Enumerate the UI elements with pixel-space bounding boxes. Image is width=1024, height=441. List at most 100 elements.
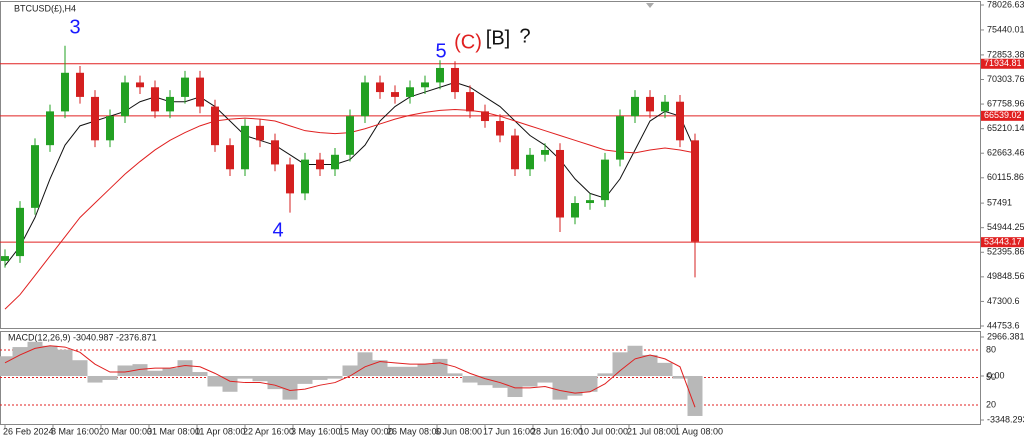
macd-tick-label: 0.00 (987, 370, 1005, 380)
candle-body (631, 96, 639, 117)
wave-label: ? (519, 25, 530, 47)
candle-body (526, 154, 534, 170)
chart-title: BTCUSD(£),H4 (14, 3, 76, 13)
candle-body (646, 96, 654, 112)
macd-bar (237, 375, 253, 379)
x-tick-label: 6 Jun 08:00 (435, 426, 482, 436)
macd-bar (507, 375, 523, 398)
x-tick-label: 28 Jun 16:00 (531, 426, 583, 436)
macd-bar (387, 366, 403, 376)
macd-bar (57, 349, 73, 376)
candle-body (256, 125, 264, 141)
candle-body (121, 82, 129, 117)
macd-level-label: 50 (986, 372, 996, 382)
macd-bar (672, 375, 688, 379)
candle-body (556, 149, 564, 218)
macd-bar (327, 375, 343, 379)
x-tick-label: 26 Feb 2024 (3, 426, 54, 436)
level-label: 53443.17 (984, 237, 1022, 247)
macd-bar (477, 375, 493, 386)
macd-bar (267, 375, 283, 390)
main-panel (0, 1, 981, 329)
macd-bar (282, 375, 298, 400)
candle-body (571, 203, 579, 218)
candle-body (616, 116, 624, 160)
macd-bar (612, 352, 628, 376)
candle-body (496, 121, 504, 136)
candle-body (196, 77, 204, 107)
y-tick-label: 54944.25 (987, 222, 1024, 232)
candle-body (211, 106, 219, 146)
macd-bar (567, 375, 583, 396)
y-tick-label: 67758.96 (987, 98, 1024, 108)
candle-body (91, 96, 99, 141)
macd-bar (162, 368, 178, 376)
macd-bar (177, 360, 193, 376)
wave-label: (C) (454, 31, 482, 53)
wave-label: 3 (69, 16, 80, 38)
candle-body (391, 92, 399, 97)
x-tick-label: 10 Jul 00:00 (579, 426, 628, 436)
candle-body (31, 145, 39, 208)
macd-label: MACD(12,26,9) -3040.987 -2376.871 (8, 332, 157, 342)
macd-bar (402, 366, 418, 376)
candle-body (166, 96, 174, 112)
x-tick-label: 11 Apr 08:00 (195, 426, 245, 436)
candle-body (61, 72, 69, 112)
macd-panel (0, 331, 981, 425)
candle-body (301, 159, 309, 194)
candle-body (1, 256, 9, 261)
macd-bar (222, 375, 238, 392)
macd-bar (492, 375, 508, 388)
candle-body (421, 82, 429, 88)
candle-body (46, 111, 54, 146)
macd-signal (4, 345, 696, 408)
level-label: 66539.02 (984, 110, 1022, 120)
macd-bar (657, 362, 673, 376)
candle-body (691, 140, 699, 242)
macd-bar (552, 375, 568, 400)
macd-bar (252, 375, 268, 382)
macd-bar (522, 375, 538, 387)
macd-bar (312, 375, 328, 380)
y-tick-label: 62663.46 (987, 148, 1024, 158)
candle-body (361, 82, 369, 117)
x-tick-label: 26 May 08:00 (387, 426, 442, 436)
macd-bar (72, 360, 88, 376)
macd-bar (147, 370, 163, 376)
macd-bar (12, 347, 28, 376)
y-tick-label: 75440.01 (987, 24, 1024, 34)
macd-bar (297, 375, 313, 384)
candle-body (346, 116, 354, 155)
y-tick-label: 49848.56 (987, 271, 1024, 281)
candle-body (481, 111, 489, 122)
y-tick-label: 44753.6 (987, 320, 1020, 330)
y-tick-label: 70303.76 (987, 74, 1024, 84)
candle-body (466, 92, 474, 112)
level-tag (981, 58, 1024, 69)
macd-bar (42, 345, 58, 376)
candle-body (661, 101, 669, 112)
level-tag (981, 110, 1024, 121)
candle-body (151, 87, 159, 112)
candle-body (331, 154, 339, 170)
macd-bar (597, 373, 613, 376)
macd-bar (27, 341, 43, 376)
candle-body (226, 145, 234, 170)
candle-body (16, 207, 24, 257)
macd-bar (0, 356, 13, 376)
macd-bar (132, 364, 148, 376)
candle-body (181, 77, 189, 97)
x-tick-label: 22 Apr 16:00 (243, 426, 294, 436)
candle-body (106, 116, 114, 141)
candle-body (241, 125, 249, 170)
shift-marker (646, 3, 654, 8)
candle-body (376, 82, 384, 93)
macd-bar (372, 360, 388, 376)
x-tick-label: 15 May 00:00 (339, 426, 394, 436)
x-tick-label: 20 Mar 00:00 (99, 426, 152, 436)
y-tick-label: 65210.14 (987, 123, 1024, 133)
candle-body (451, 67, 459, 93)
macd-bar (192, 372, 208, 376)
candle-body (76, 72, 84, 97)
